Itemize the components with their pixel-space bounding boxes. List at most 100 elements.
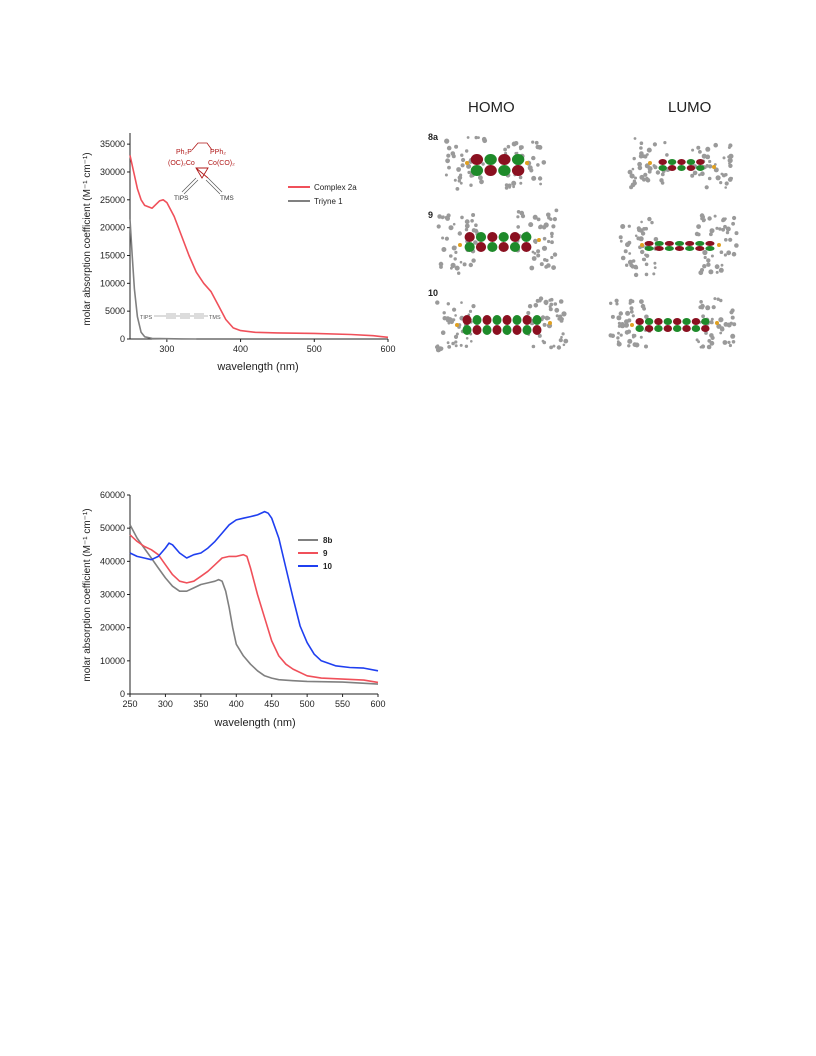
legend: 8b 9 10 bbox=[298, 536, 332, 571]
atom bbox=[663, 141, 667, 145]
atom bbox=[647, 166, 653, 172]
atom bbox=[705, 146, 711, 152]
atom bbox=[440, 330, 446, 335]
atom bbox=[563, 338, 569, 344]
atom bbox=[435, 300, 440, 305]
x-tick-label: 350 bbox=[193, 699, 208, 709]
atom bbox=[558, 338, 563, 343]
atom bbox=[629, 185, 634, 190]
atom bbox=[558, 299, 564, 304]
atom bbox=[709, 333, 714, 338]
atom bbox=[617, 321, 621, 325]
atom bbox=[714, 264, 720, 270]
atom bbox=[629, 309, 634, 314]
orbital-lobe bbox=[475, 232, 487, 242]
atom bbox=[479, 179, 484, 185]
atom bbox=[452, 222, 456, 226]
atom bbox=[626, 329, 632, 334]
atom bbox=[532, 214, 538, 220]
atom bbox=[561, 332, 565, 336]
atom bbox=[632, 179, 637, 183]
atom bbox=[627, 340, 630, 344]
atom bbox=[715, 175, 721, 181]
x-tick-label: 550 bbox=[335, 699, 350, 709]
atom bbox=[539, 182, 542, 186]
atom bbox=[529, 265, 535, 271]
atom bbox=[692, 170, 698, 176]
orbital-images bbox=[435, 135, 739, 353]
orbital-lobe bbox=[664, 246, 674, 251]
x-axis-label: wavelength (nm) bbox=[213, 717, 295, 729]
atom bbox=[710, 321, 714, 325]
structure-inset-triyne: TIPS TMS bbox=[140, 313, 221, 321]
atom bbox=[552, 344, 556, 348]
orbital-lobe bbox=[509, 242, 521, 252]
orbital-lobe bbox=[654, 318, 663, 325]
atom bbox=[544, 302, 548, 306]
atom bbox=[526, 311, 531, 315]
atom bbox=[704, 166, 707, 170]
orbital-figure: HOMO LUMO 8a 9 10 bbox=[420, 95, 750, 365]
atom bbox=[616, 341, 622, 347]
orbital-lobe bbox=[672, 318, 682, 325]
atom bbox=[711, 305, 716, 310]
atom bbox=[449, 319, 454, 325]
atom bbox=[707, 216, 712, 221]
atom bbox=[639, 299, 644, 304]
atom bbox=[552, 252, 558, 257]
atom bbox=[643, 154, 648, 159]
atom bbox=[444, 236, 449, 241]
orbital-lobe bbox=[487, 242, 498, 252]
atom bbox=[642, 306, 646, 311]
orbital-lobe bbox=[522, 325, 532, 335]
atom bbox=[724, 181, 729, 186]
orbital-lobe bbox=[705, 246, 715, 251]
y-axis-label: molar absorption coefficient (M⁻¹ cm⁻¹) bbox=[82, 508, 93, 681]
atom bbox=[469, 183, 473, 187]
orbital-lobe bbox=[672, 325, 682, 332]
atom bbox=[470, 340, 473, 343]
inset-alkynes bbox=[181, 177, 223, 195]
atom bbox=[625, 263, 629, 267]
atom bbox=[665, 153, 669, 157]
orbital-lobe bbox=[654, 325, 663, 332]
atom bbox=[537, 333, 542, 338]
structure-inset-complex: Ph₂P PPh₂ (OC)₂Co Co(CO)₂ TIPS TMS bbox=[168, 142, 235, 202]
orbital-lobe bbox=[705, 241, 715, 246]
y-tick-label: 10000 bbox=[100, 278, 125, 288]
atom bbox=[616, 336, 620, 340]
orbital-lobe bbox=[664, 241, 674, 246]
phosphorus-atom bbox=[458, 243, 462, 247]
atom bbox=[541, 160, 547, 165]
x-tick-label: 400 bbox=[233, 344, 248, 354]
atom bbox=[643, 172, 648, 177]
atom bbox=[727, 177, 733, 182]
atom bbox=[653, 266, 657, 269]
atom bbox=[549, 345, 553, 350]
orbital-lobe bbox=[464, 232, 475, 242]
atom bbox=[644, 262, 649, 267]
x-tick-label: 500 bbox=[307, 344, 322, 354]
atom bbox=[454, 314, 457, 317]
orbital-lobe bbox=[498, 232, 509, 242]
y-tick-label: 15000 bbox=[100, 250, 125, 260]
atom bbox=[474, 223, 478, 227]
atom bbox=[646, 147, 652, 153]
atom bbox=[700, 171, 705, 176]
atom bbox=[435, 345, 439, 349]
atom bbox=[504, 186, 509, 190]
phosphorus-atom bbox=[465, 161, 469, 165]
orbital-lobe bbox=[470, 154, 484, 165]
atom bbox=[441, 236, 445, 240]
inset-triyne-tips: TIPS bbox=[140, 315, 153, 321]
orbital-lobe bbox=[677, 165, 686, 171]
atom bbox=[554, 208, 559, 213]
legend-label-9: 9 bbox=[323, 549, 328, 558]
y-axis-label: molar absorption coefficient (M⁻¹ cm⁻¹) bbox=[82, 152, 93, 325]
atom bbox=[608, 333, 613, 338]
atom bbox=[468, 309, 473, 313]
atom bbox=[695, 338, 699, 342]
atom bbox=[453, 178, 457, 182]
atom bbox=[554, 307, 560, 313]
atom bbox=[634, 234, 638, 238]
